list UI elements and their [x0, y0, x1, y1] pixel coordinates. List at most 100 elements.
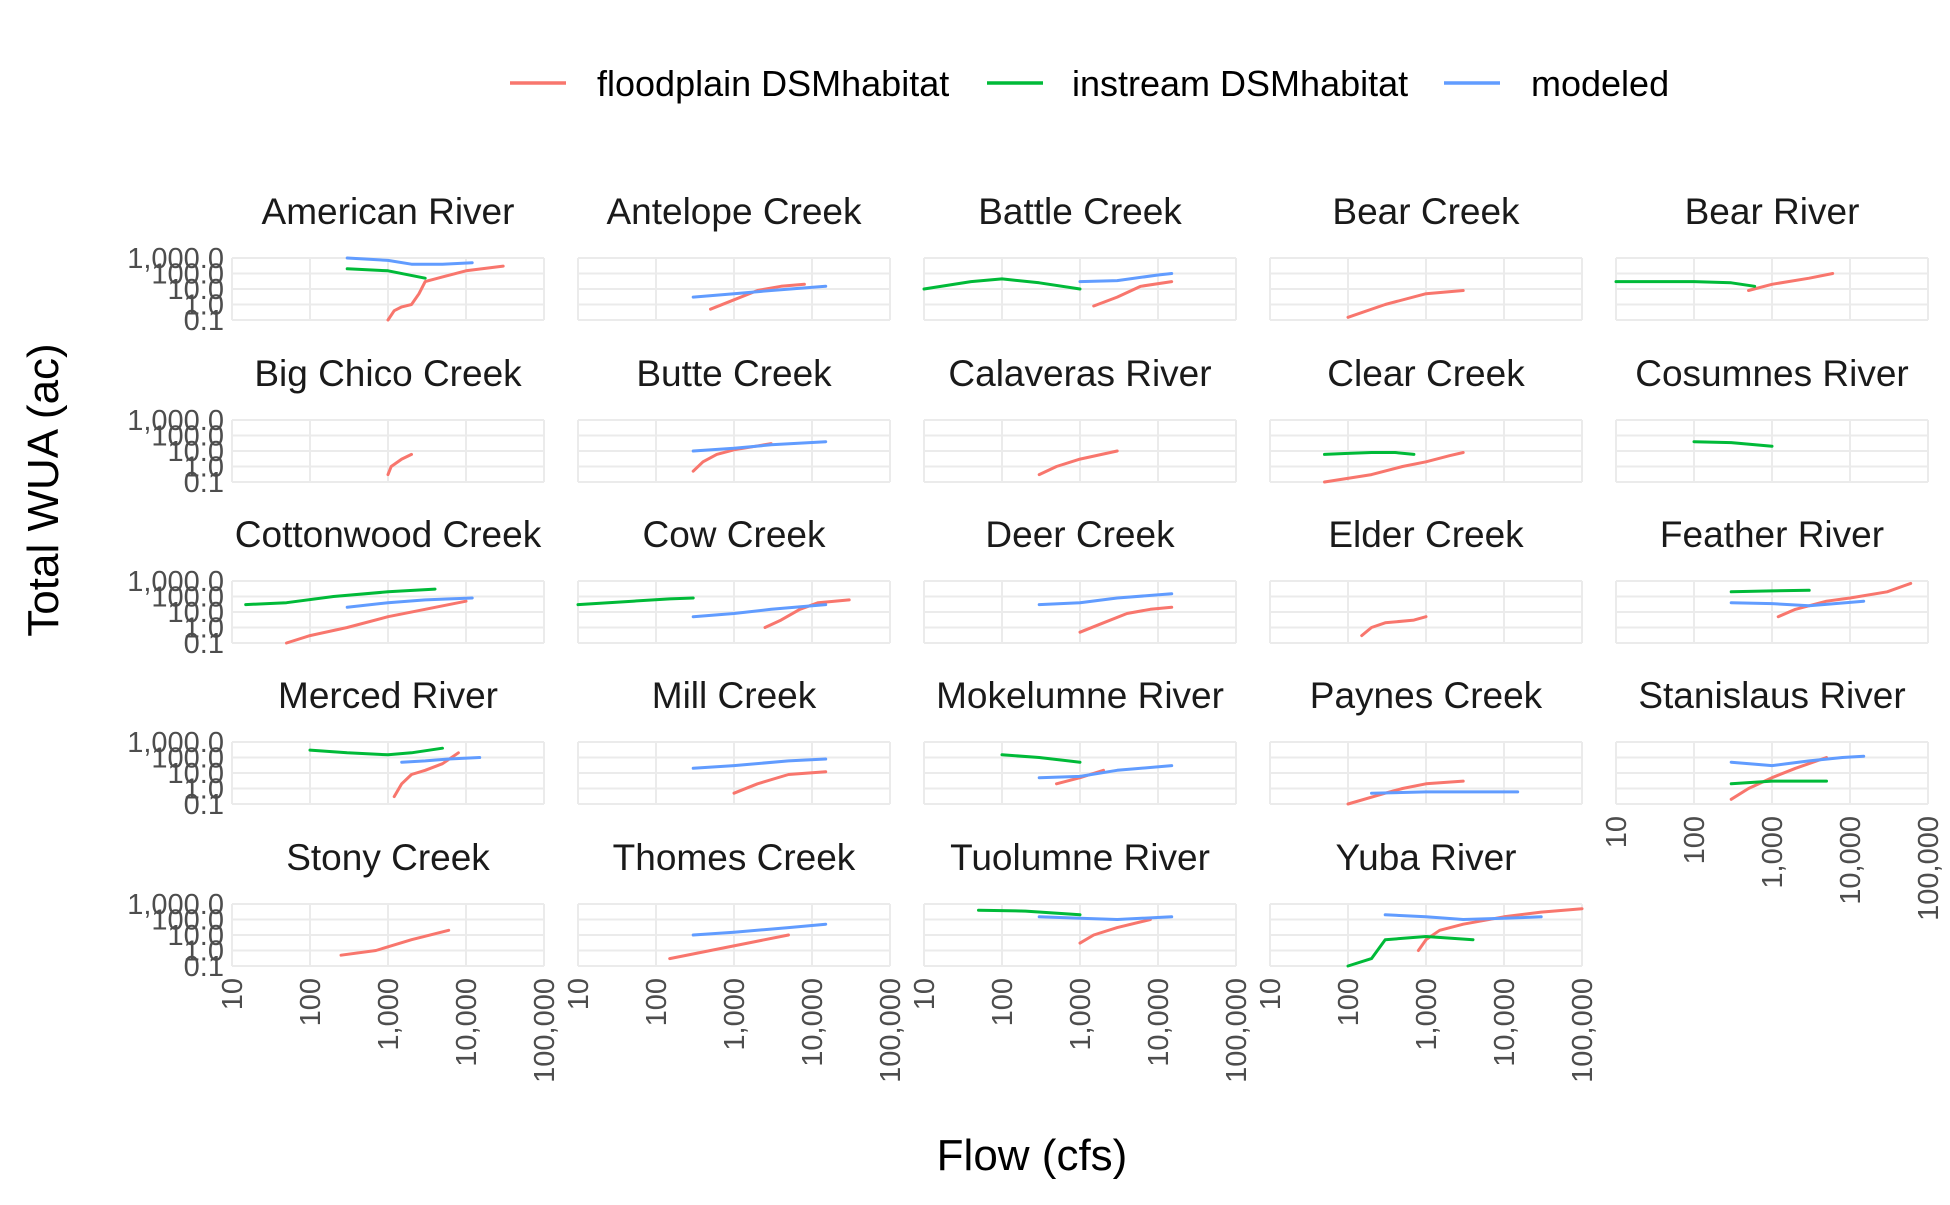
- panel-battle-creek: Battle Creek: [922, 191, 1237, 321]
- panel-title: Butte Creek: [636, 353, 832, 394]
- y-tick-label: 1.0: [184, 290, 224, 322]
- x-tick-label: 100,000: [1221, 978, 1253, 1083]
- panel-title: Merced River: [278, 675, 498, 716]
- series-line-instream: [345, 267, 427, 280]
- y-tick-label: 1.0: [184, 613, 224, 645]
- panel-paynes-creek: Paynes Creek: [1269, 675, 1583, 806]
- series-line-floodplain: [1037, 449, 1119, 477]
- x-tick-label: 10: [1601, 816, 1633, 848]
- y-tick-label: 1,000.0: [127, 243, 224, 275]
- y-tick-label: 100.0: [151, 905, 224, 937]
- series-line-floodplain: [392, 751, 460, 799]
- y-tick-label: 100.0: [151, 582, 224, 614]
- panel-clear-creek: Clear Creek: [1269, 353, 1583, 484]
- panel-elder-creek: Elder Creek: [1269, 514, 1583, 644]
- panel-title: Big Chico Creek: [254, 353, 522, 394]
- series-line-instream: [308, 746, 444, 757]
- panel-bear-river: Bear River: [1614, 191, 1929, 321]
- series-line-modeled: [345, 596, 474, 609]
- y-tick-label: 1.0: [184, 936, 224, 968]
- series-line-floodplain: [1776, 581, 1913, 619]
- series-line-floodplain: [1747, 272, 1835, 292]
- panel-thomes-creek: Thomes Creek 10 100 1,000 10,000 100,000: [563, 837, 907, 1083]
- panel-title: Yuba River: [1336, 837, 1517, 878]
- series-line-floodplain: [1078, 605, 1174, 634]
- x-tick-label: 10,000: [797, 978, 829, 1067]
- y-tick-label: 0.1: [184, 628, 224, 660]
- legend-label-modeled: modeled: [1531, 63, 1669, 104]
- series-line-floodplain: [1416, 907, 1584, 952]
- series-line-floodplain: [1078, 918, 1152, 945]
- x-tick-label: 100: [987, 978, 1019, 1026]
- series-line-floodplain: [668, 933, 790, 961]
- series-line-floodplain: [1346, 289, 1465, 319]
- panel-title: Clear Creek: [1327, 353, 1525, 394]
- panel-tuolumne-river: Tuolumne River 10 100 1,000 10,000 100,000: [909, 837, 1253, 1083]
- panel-mill-creek: Mill Creek: [577, 675, 891, 805]
- series-line-instream: [977, 908, 1082, 917]
- y-tick-label: 1,000.0: [127, 405, 224, 437]
- y-tick-label: 1,000.0: [127, 727, 224, 759]
- panel-antelope-creek: Antelope Creek: [577, 191, 891, 321]
- y-tick-label: 1,000.0: [127, 566, 224, 598]
- panel-title: Cosumnes River: [1635, 353, 1908, 394]
- series-line-floodplain: [1346, 779, 1465, 806]
- x-tick-label: 10,000: [1143, 978, 1175, 1067]
- series-line-modeled: [345, 256, 474, 266]
- y-tick-label: 0.1: [184, 305, 224, 337]
- series-line-modeled: [1078, 272, 1174, 284]
- x-tick-label: 10,000: [451, 978, 483, 1067]
- x-tick-label: 10: [909, 978, 941, 1010]
- panel-title: Thomes Creek: [613, 837, 856, 878]
- series-line-modeled: [400, 756, 482, 764]
- x-tick-label: 1,000: [1757, 816, 1789, 889]
- x-tick-label: 100,000: [1913, 816, 1945, 921]
- panel-title: American River: [262, 191, 515, 232]
- series-line-modeled: [691, 603, 828, 619]
- y-tick-label: 10.0: [168, 758, 224, 790]
- panel-title: Cow Creek: [643, 514, 826, 555]
- panel-stanislaus-river: Stanislaus River 10 100 1,000 10,000 100,000: [1601, 675, 1945, 921]
- panel-mokelumne-river: Mokelumne River: [923, 675, 1237, 805]
- series-line-instream: [576, 596, 695, 607]
- x-tick-label: 100: [641, 978, 673, 1026]
- x-tick-label: 10,000: [1835, 816, 1867, 905]
- x-tick-label: 100,000: [875, 978, 907, 1083]
- panel-title: Stanislaus River: [1638, 675, 1905, 716]
- series-line-floodplain: [1092, 280, 1174, 308]
- series-line-floodplain: [386, 452, 413, 477]
- y-tick-label: 100.0: [151, 259, 224, 291]
- x-tick-label: 100,000: [529, 978, 561, 1083]
- panel-title: Stony Creek: [286, 837, 490, 878]
- panel-title: Elder Creek: [1328, 514, 1524, 555]
- x-tick-label: 10: [1255, 978, 1287, 1010]
- x-axis-title: Flow (cfs): [937, 1131, 1128, 1180]
- series-line-modeled: [1729, 599, 1866, 608]
- panel-title: Battle Creek: [978, 191, 1182, 232]
- series-line-floodplain: [1360, 615, 1428, 638]
- y-tick-label: 100.0: [151, 421, 224, 453]
- legend-label-instream: instream DSMhabitat: [1072, 63, 1408, 104]
- x-tick-label: 1,000: [1065, 978, 1097, 1051]
- series-line-floodplain: [1323, 451, 1465, 484]
- y-tick-label: 1.0: [184, 774, 224, 806]
- x-tick-label: 10,000: [1489, 978, 1521, 1067]
- series-line-instream: [1729, 779, 1828, 786]
- panel-title: Calaveras River: [948, 353, 1211, 394]
- series-line-instream: [1323, 451, 1416, 456]
- series-line-modeled: [1037, 915, 1174, 921]
- x-tick-label: 100,000: [1567, 978, 1599, 1083]
- panel-title: Deer Creek: [985, 514, 1175, 555]
- y-tick-label: 1.0: [184, 452, 224, 484]
- y-tick-label: 0.1: [184, 467, 224, 499]
- x-tick-label: 100: [295, 978, 327, 1026]
- panel-title: Bear Creek: [1332, 191, 1520, 232]
- series-line-instream: [1614, 280, 1757, 288]
- series-line-floodplain: [732, 770, 828, 795]
- series-line-instream: [1000, 753, 1082, 764]
- series-line-instream: [922, 277, 1082, 291]
